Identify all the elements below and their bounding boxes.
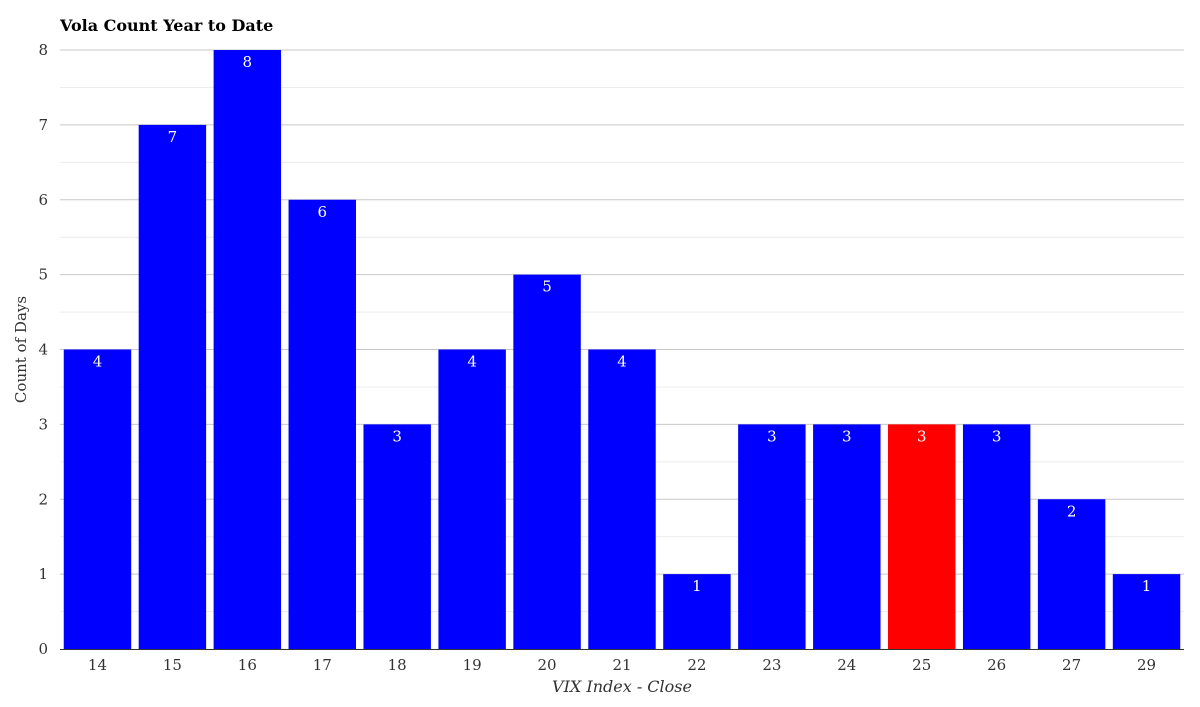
bar-17 bbox=[288, 199, 356, 649]
data-label-26: 3 bbox=[992, 427, 1002, 445]
bar-21 bbox=[588, 349, 656, 649]
data-label-19: 4 bbox=[467, 353, 477, 371]
bar-14 bbox=[63, 349, 132, 649]
chart-title: Vola Count Year to Date bbox=[59, 16, 273, 35]
bar-20 bbox=[513, 274, 581, 649]
data-label-22: 1 bbox=[692, 577, 702, 595]
bar-18 bbox=[363, 424, 431, 649]
data-label-15: 7 bbox=[168, 128, 178, 146]
data-label-21: 4 bbox=[617, 353, 627, 371]
x-tick-label-15: 15 bbox=[163, 656, 182, 674]
y-tick-label: 8 bbox=[38, 41, 48, 59]
x-tick-label-27: 27 bbox=[1062, 656, 1081, 674]
y-tick-label: 1 bbox=[38, 565, 48, 583]
x-tick-label-22: 22 bbox=[687, 656, 706, 674]
y-tick-label: 6 bbox=[38, 191, 48, 209]
bar-29 bbox=[1112, 574, 1181, 649]
y-axis-label: Count of Days bbox=[12, 296, 30, 403]
y-tick-label: 4 bbox=[38, 341, 48, 359]
x-tick-label-25: 25 bbox=[912, 656, 931, 674]
x-tick-label-26: 26 bbox=[987, 656, 1006, 674]
x-tick-label-16: 16 bbox=[238, 656, 257, 674]
data-label-29: 1 bbox=[1142, 577, 1152, 595]
x-axis-label: VIX Index - Close bbox=[552, 677, 692, 696]
bar-26 bbox=[962, 424, 1031, 649]
bar-23 bbox=[738, 424, 806, 649]
x-tick-label-21: 21 bbox=[612, 656, 631, 674]
x-tick-label-18: 18 bbox=[388, 656, 407, 674]
x-tick-label-29: 29 bbox=[1137, 656, 1156, 674]
data-label-20: 5 bbox=[542, 278, 552, 296]
data-label-25: 3 bbox=[917, 427, 927, 445]
bar-27 bbox=[1037, 499, 1106, 649]
data-label-23: 3 bbox=[767, 427, 777, 445]
y-tick-label: 2 bbox=[38, 490, 48, 508]
x-tick-label-24: 24 bbox=[837, 656, 856, 674]
x-tick-label-23: 23 bbox=[762, 656, 781, 674]
data-label-24: 3 bbox=[842, 427, 852, 445]
data-label-16: 8 bbox=[243, 53, 253, 71]
y-tick-label: 7 bbox=[38, 116, 48, 134]
y-tick-label: 0 bbox=[38, 640, 48, 658]
x-tick-label-17: 17 bbox=[313, 656, 332, 674]
bar-24 bbox=[813, 424, 881, 649]
bar-22 bbox=[663, 574, 731, 649]
x-axis-ticks: 14 15 16 17 18 19 20 21 22 23 24 25 26 27 29 bbox=[88, 656, 1156, 674]
bar-15 bbox=[138, 124, 207, 649]
x-tick-label-19: 19 bbox=[463, 656, 482, 674]
x-tick-label-20: 20 bbox=[538, 656, 557, 674]
bar-25 bbox=[888, 424, 956, 649]
data-label-18: 3 bbox=[392, 427, 402, 445]
data-label-17: 6 bbox=[317, 203, 327, 221]
data-label-27: 2 bbox=[1067, 502, 1077, 520]
bars-group: 4 7 8 6 3 4 5 4 1 3 3 3 3 2 1 bbox=[63, 50, 1181, 649]
x-tick-label-14: 14 bbox=[88, 656, 107, 674]
bar-16 bbox=[213, 50, 282, 649]
data-label-14: 4 bbox=[93, 353, 103, 371]
bar-19 bbox=[438, 349, 506, 649]
y-axis-ticks: 0 1 2 3 4 5 6 7 8 bbox=[38, 41, 48, 658]
y-tick-label: 5 bbox=[38, 266, 48, 284]
y-tick-label: 3 bbox=[38, 415, 48, 433]
